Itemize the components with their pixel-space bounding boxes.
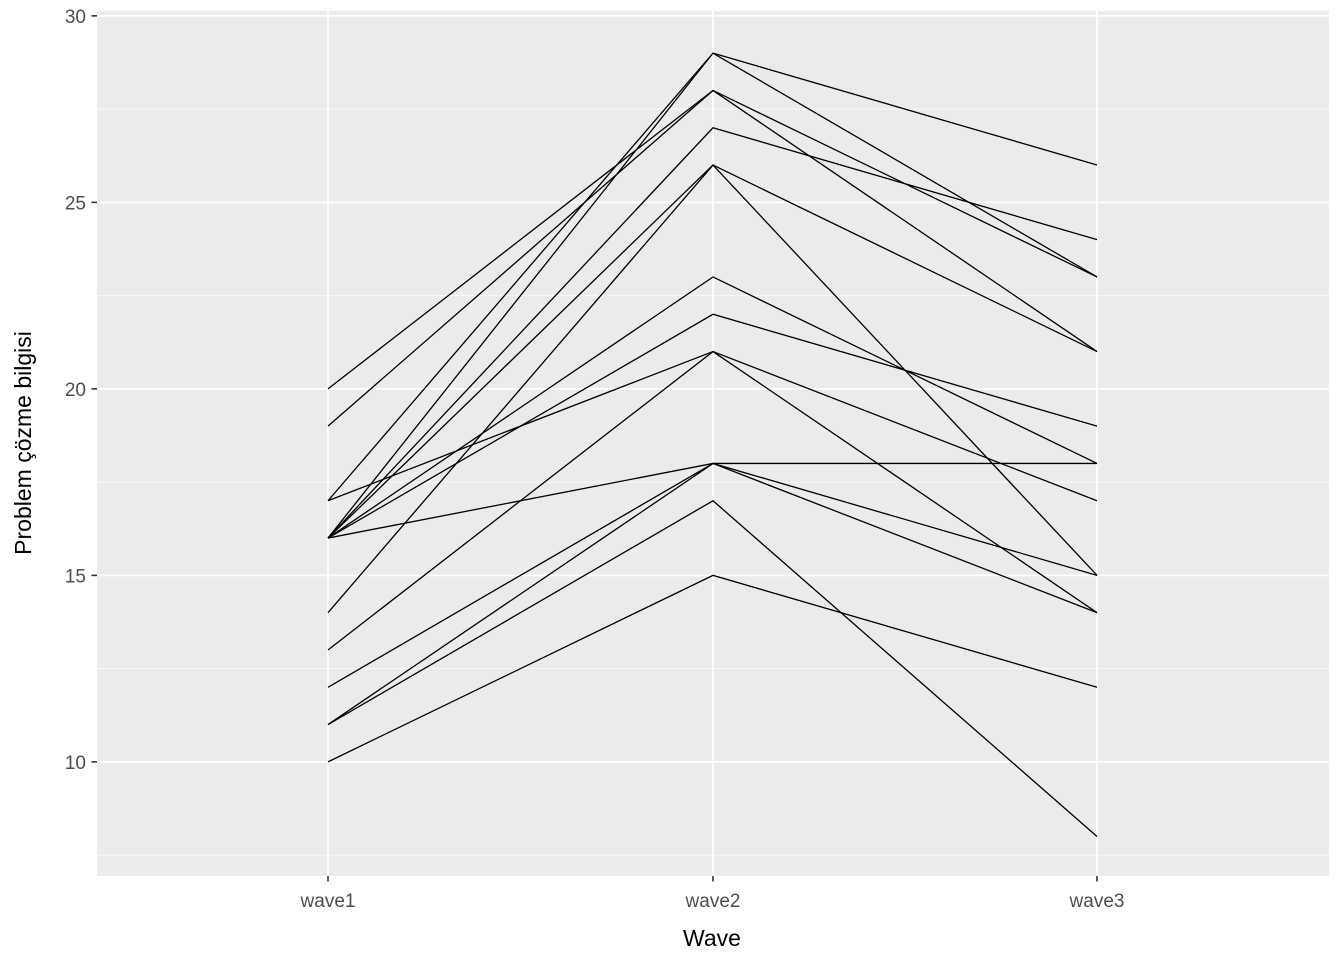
y-tick-label: 25 [65, 193, 86, 214]
y-tick-label: 20 [65, 380, 86, 401]
series-line [327, 499, 1098, 837]
series-line [327, 462, 1098, 726]
major-gridlines [97, 11, 1329, 876]
x-axis-title: Wave [683, 925, 741, 951]
series-line [327, 350, 1098, 651]
x-tick-label: wave2 [685, 891, 741, 912]
x-tick-label: wave1 [300, 891, 356, 912]
x-tick-label: wave3 [1069, 891, 1125, 912]
y-tick-label: 30 [65, 7, 86, 28]
y-tick-label: 15 [65, 566, 86, 587]
series-line [327, 89, 1098, 427]
y-tick-label: 10 [65, 753, 86, 774]
axis-tick-labels: 10 15 20 25 30 wave1 wave2 wave3 [65, 7, 1125, 912]
series-line [327, 313, 1098, 539]
series-lines [327, 52, 1098, 837]
series-line [327, 127, 1098, 539]
series-line [327, 574, 1098, 763]
axis-ticks [91, 15, 1098, 882]
y-axis-title: Problem çözme bilgisi [10, 331, 36, 555]
